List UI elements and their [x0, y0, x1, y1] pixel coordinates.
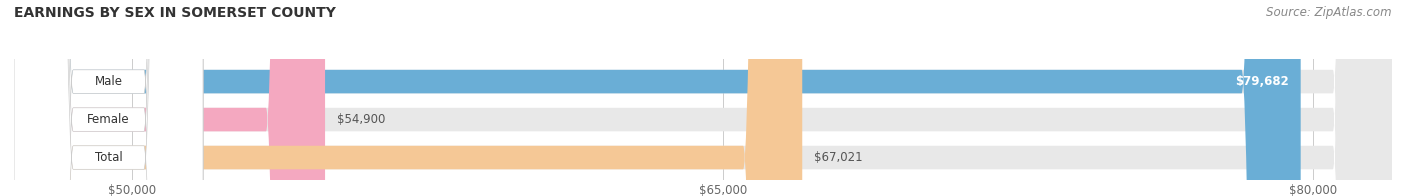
- Text: $79,682: $79,682: [1234, 75, 1289, 88]
- FancyBboxPatch shape: [14, 0, 202, 196]
- Text: Source: ZipAtlas.com: Source: ZipAtlas.com: [1267, 6, 1392, 19]
- Text: $54,900: $54,900: [337, 113, 385, 126]
- FancyBboxPatch shape: [14, 0, 803, 196]
- FancyBboxPatch shape: [14, 0, 202, 196]
- FancyBboxPatch shape: [14, 0, 1392, 196]
- FancyBboxPatch shape: [14, 0, 325, 196]
- Text: $67,021: $67,021: [814, 151, 863, 164]
- FancyBboxPatch shape: [14, 0, 202, 196]
- Text: Total: Total: [94, 151, 122, 164]
- FancyBboxPatch shape: [14, 0, 1392, 196]
- Text: Male: Male: [94, 75, 122, 88]
- FancyBboxPatch shape: [14, 0, 1301, 196]
- Text: EARNINGS BY SEX IN SOMERSET COUNTY: EARNINGS BY SEX IN SOMERSET COUNTY: [14, 6, 336, 20]
- Text: Female: Female: [87, 113, 129, 126]
- FancyBboxPatch shape: [14, 0, 1392, 196]
